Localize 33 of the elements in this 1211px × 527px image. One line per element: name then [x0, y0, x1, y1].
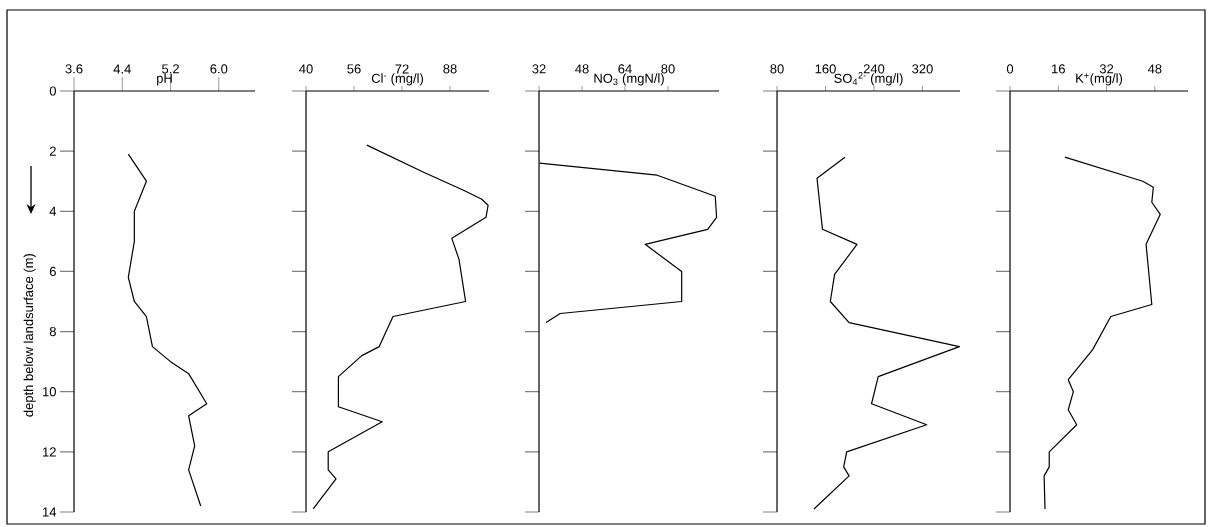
y-tick-label: 6	[49, 266, 56, 277]
x-tick-label: 80	[770, 64, 784, 74]
x-tick-label: 240	[863, 64, 885, 74]
x-tick-label: 48	[1147, 64, 1162, 74]
x-tick-label: 4.4	[113, 64, 131, 74]
x-tick-label: 32	[532, 64, 546, 74]
y-tick-label: 2	[49, 146, 56, 156]
y-tick-label: 4	[49, 206, 57, 216]
x-tick-label: 72	[395, 64, 409, 74]
chart-title: Cl$^{-}$ (mg/l)	[371, 73, 424, 86]
x-tick-label: 160	[815, 64, 836, 74]
x-tick-label: 6.0	[210, 64, 228, 74]
chart-title: pH	[157, 73, 172, 86]
chart-title: K$^{+}$(mg/l)	[1076, 73, 1123, 86]
x-tick-label: 16	[1052, 64, 1065, 74]
y-tick-label: 14	[43, 507, 57, 517]
y-axis-title: depth below landsurface (m)	[23, 254, 36, 417]
y-tick-label: 0	[49, 86, 56, 96]
x-tick-label: 40	[299, 64, 313, 74]
chart-title: NO$_{3}$ (mgN/l)	[594, 73, 664, 86]
y-tick-label: 12	[43, 447, 56, 457]
y-tick-label: 8	[49, 326, 56, 337]
x-tick-label: 48	[575, 64, 589, 74]
y-tick-label: 10	[43, 387, 56, 397]
x-tick-label: 5.2	[162, 64, 179, 74]
x-tick-label: 0	[1006, 64, 1014, 74]
x-tick-label: 3.6	[65, 64, 83, 74]
x-tick-label: 64	[618, 64, 632, 74]
x-tick-label: 56	[347, 64, 361, 74]
x-tick-label: 88	[443, 64, 457, 74]
x-tick-label: 32	[1099, 64, 1114, 74]
x-tick-label: 320	[912, 64, 933, 74]
x-tick-label: 80	[661, 64, 675, 74]
